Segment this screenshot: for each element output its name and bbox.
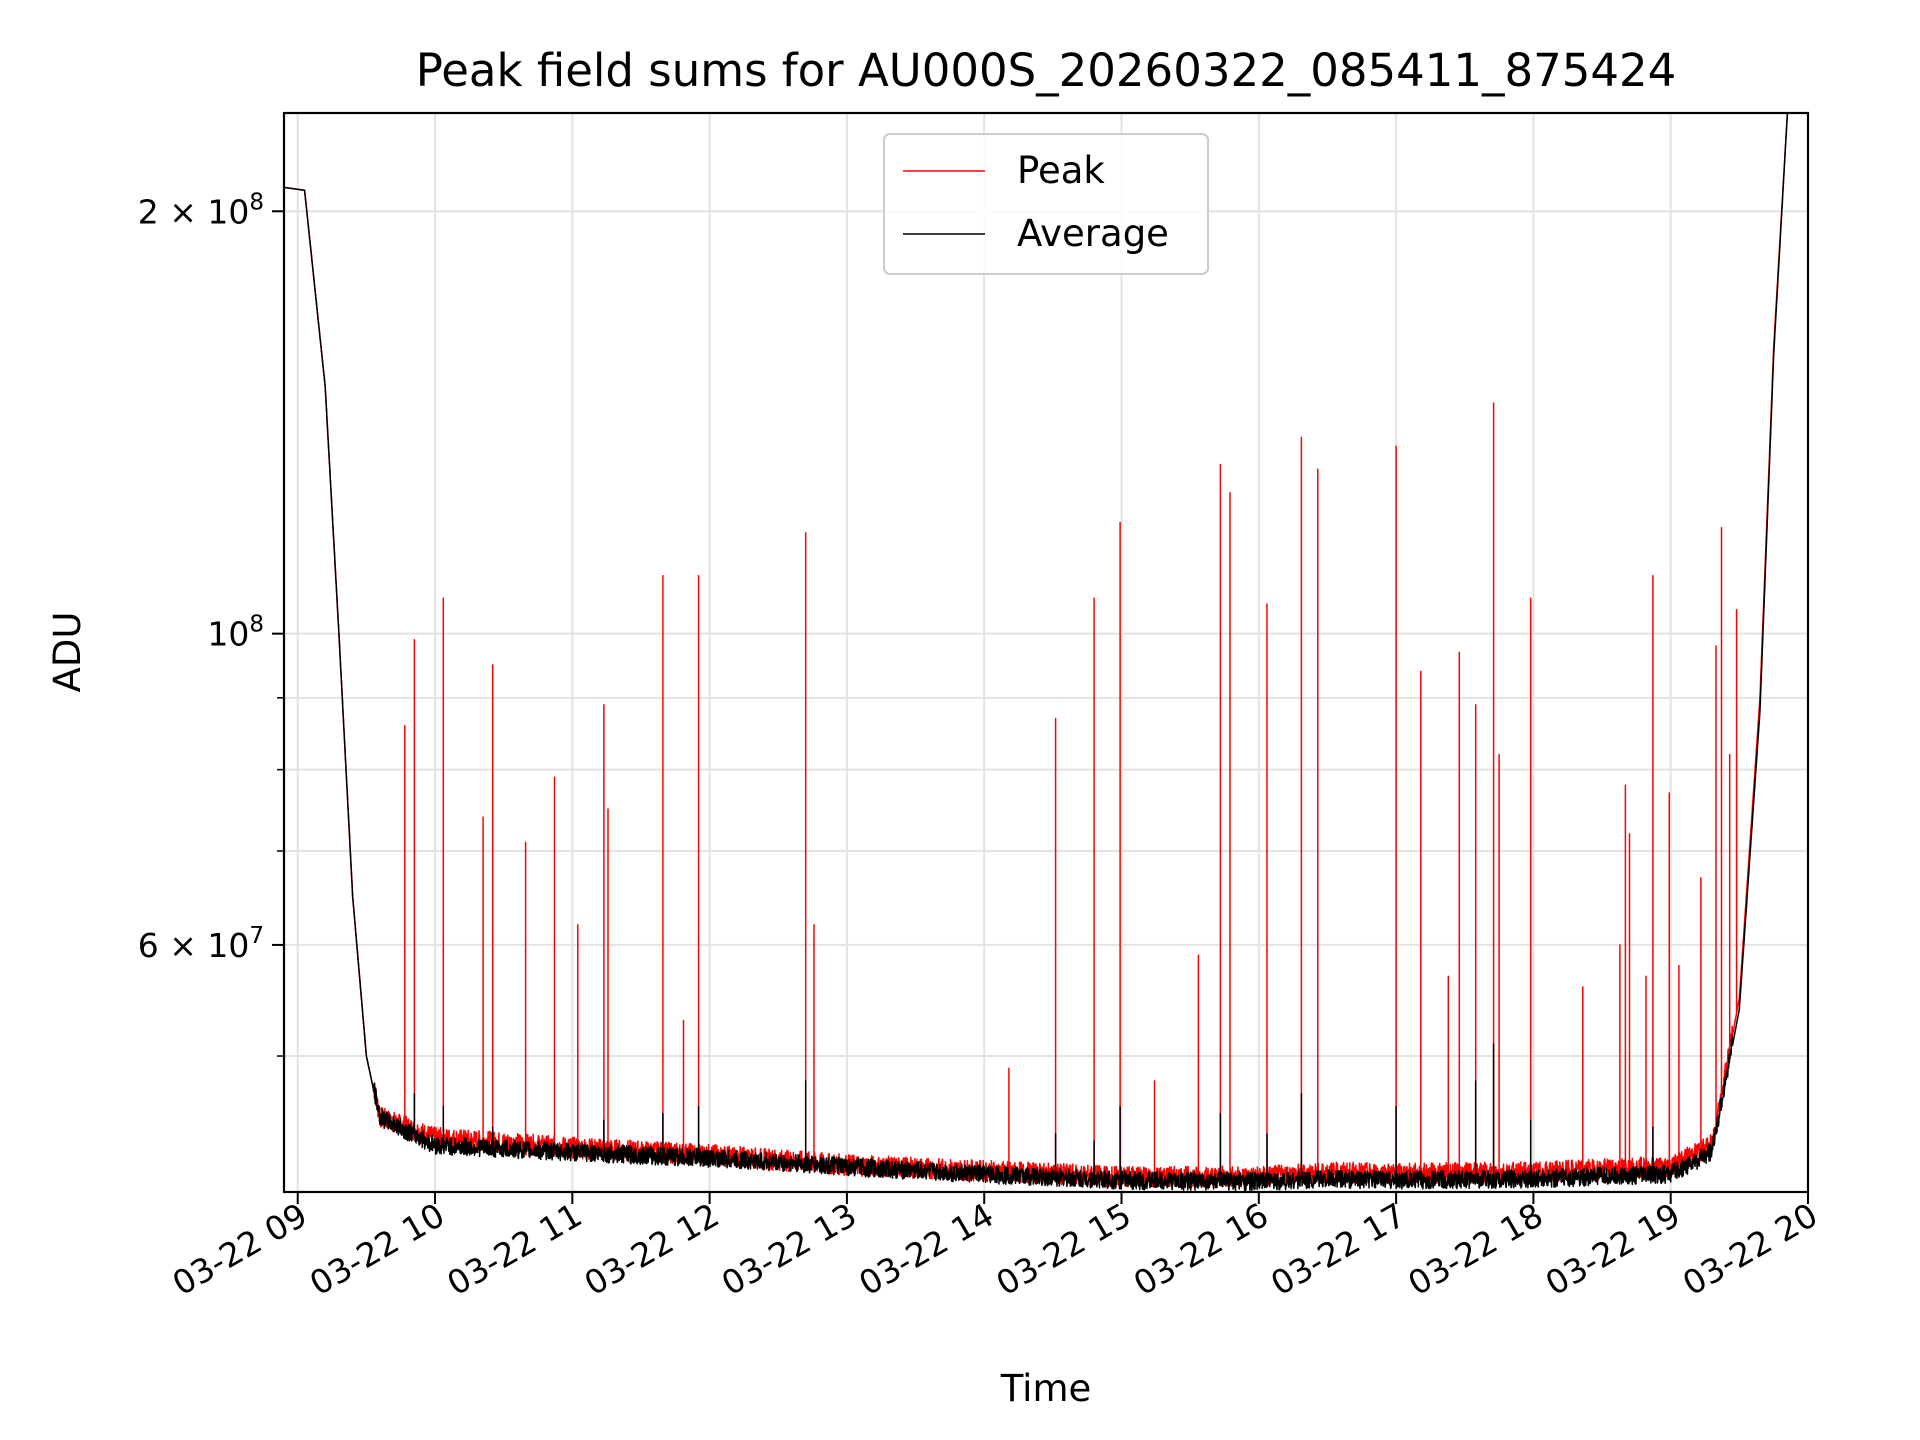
y-axis-label: ADU <box>46 612 89 693</box>
y-tick-label: 108 <box>207 612 264 654</box>
y-tick-label: 6 × 107 <box>138 923 264 965</box>
chart-title: Peak field sums for AU000S_20260322_0854… <box>416 44 1677 97</box>
legend-peak-label: Peak <box>1017 149 1105 192</box>
plot-frame <box>282 111 1810 1194</box>
legend: Peak Average <box>883 133 1209 275</box>
y-tick-label: 2 × 108 <box>138 189 264 231</box>
grid <box>284 113 1809 1192</box>
legend-average-label: Average <box>1017 212 1169 255</box>
average-line <box>283 112 1789 1192</box>
legend-box <box>883 133 1209 275</box>
average-series <box>283 112 1789 1192</box>
x-axis-label: Time <box>1000 1367 1092 1410</box>
y-axis: 2 × 108 108 6 × 107 <box>138 189 284 1057</box>
